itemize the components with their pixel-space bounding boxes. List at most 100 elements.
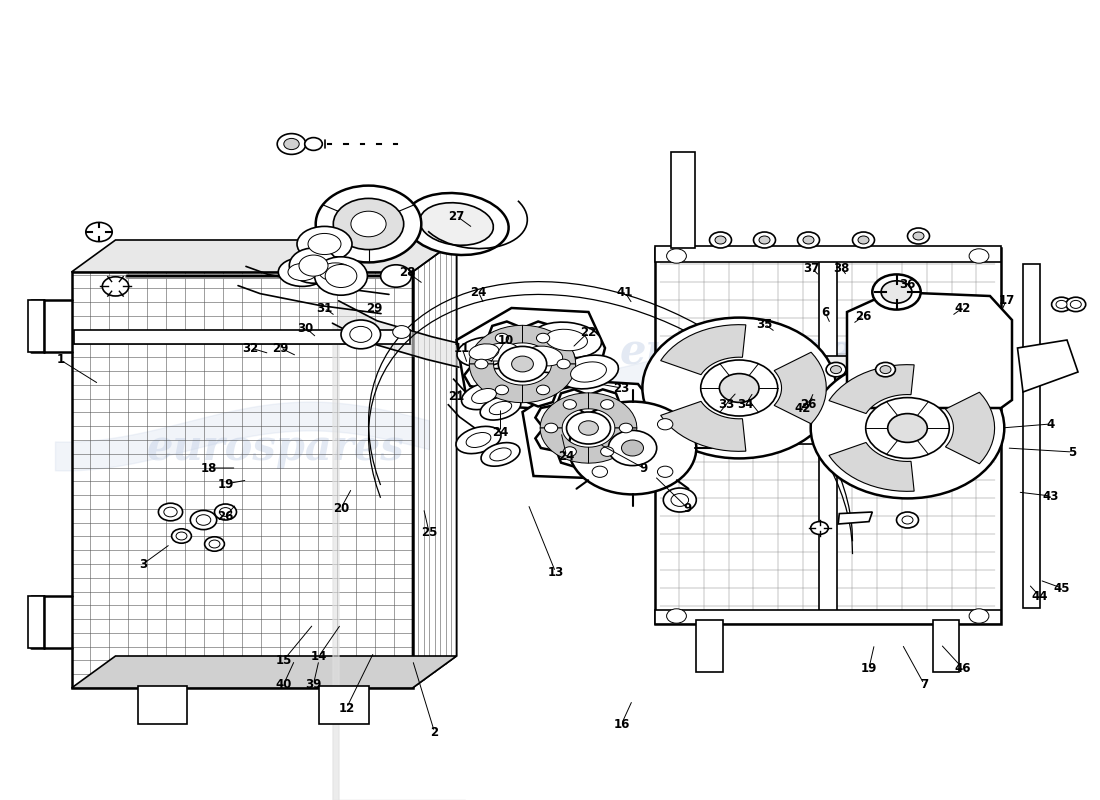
Ellipse shape [481, 396, 520, 420]
Circle shape [205, 537, 224, 551]
Circle shape [872, 274, 921, 310]
Circle shape [601, 400, 614, 410]
Polygon shape [774, 352, 826, 424]
Text: 19: 19 [861, 662, 877, 674]
Ellipse shape [419, 202, 494, 246]
Circle shape [913, 232, 924, 240]
Polygon shape [814, 356, 935, 384]
Text: 18: 18 [201, 462, 217, 474]
Bar [28, 596, 44, 648]
Bar [28, 300, 44, 352]
Circle shape [537, 385, 550, 394]
Circle shape [299, 255, 328, 276]
Bar [933, 620, 959, 672]
Bar [654, 246, 1001, 262]
Ellipse shape [472, 389, 496, 403]
Circle shape [315, 257, 367, 295]
Polygon shape [540, 428, 589, 463]
Ellipse shape [405, 193, 508, 255]
Circle shape [710, 232, 732, 248]
Text: 9: 9 [683, 502, 692, 514]
Circle shape [658, 466, 673, 478]
Polygon shape [536, 390, 641, 466]
Circle shape [621, 440, 643, 456]
Circle shape [475, 359, 488, 369]
Circle shape [754, 232, 776, 248]
Text: 24: 24 [559, 450, 574, 462]
Circle shape [798, 232, 820, 248]
Circle shape [715, 236, 726, 244]
Polygon shape [588, 393, 637, 428]
Text: 37: 37 [804, 262, 820, 274]
Circle shape [102, 277, 129, 296]
Text: 4: 4 [1046, 418, 1055, 430]
Circle shape [1056, 301, 1067, 309]
Circle shape [350, 326, 372, 342]
Text: 22: 22 [581, 326, 596, 338]
Circle shape [876, 362, 895, 377]
Text: 44: 44 [1032, 590, 1047, 602]
Circle shape [289, 248, 338, 283]
Ellipse shape [278, 258, 327, 286]
Text: 16: 16 [614, 718, 629, 730]
Ellipse shape [297, 226, 352, 262]
Circle shape [569, 402, 696, 494]
Bar [72, 272, 412, 688]
Text: 26: 26 [856, 310, 871, 322]
Ellipse shape [469, 335, 532, 369]
Ellipse shape [571, 362, 606, 382]
Polygon shape [847, 292, 1012, 408]
Circle shape [220, 508, 232, 517]
Text: 14: 14 [311, 650, 327, 662]
Text: 46: 46 [955, 662, 970, 674]
Text: 5: 5 [1068, 446, 1077, 458]
Text: 39: 39 [306, 678, 321, 690]
Circle shape [826, 362, 846, 377]
Bar [654, 248, 1001, 624]
Circle shape [601, 446, 614, 456]
Text: 12: 12 [339, 702, 354, 714]
Text: 32: 32 [243, 342, 258, 354]
Circle shape [811, 358, 1004, 498]
Text: 33: 33 [718, 398, 734, 410]
Polygon shape [661, 402, 746, 451]
Circle shape [592, 418, 607, 430]
Circle shape [881, 281, 912, 303]
Text: eurospares: eurospares [619, 331, 877, 373]
Circle shape [164, 507, 177, 517]
Circle shape [858, 236, 869, 244]
Text: 24: 24 [471, 286, 486, 298]
Circle shape [158, 503, 183, 521]
Circle shape [880, 366, 891, 374]
Ellipse shape [308, 257, 363, 287]
Ellipse shape [319, 263, 352, 281]
Text: 20: 20 [333, 502, 349, 514]
Bar [319, 686, 369, 724]
Bar [671, 152, 695, 248]
Circle shape [1070, 301, 1081, 309]
Polygon shape [838, 512, 872, 524]
Bar [654, 610, 1001, 624]
Circle shape [214, 504, 236, 520]
Circle shape [908, 228, 930, 244]
Text: 30: 30 [298, 322, 314, 334]
Circle shape [316, 186, 421, 262]
Polygon shape [1018, 340, 1078, 392]
Circle shape [803, 236, 814, 244]
Ellipse shape [526, 346, 563, 366]
Ellipse shape [288, 263, 317, 281]
Circle shape [701, 360, 778, 416]
Text: 27: 27 [449, 210, 464, 222]
Text: 29: 29 [273, 342, 288, 354]
Bar [696, 620, 723, 672]
Circle shape [190, 510, 217, 530]
Circle shape [608, 430, 657, 466]
Bar [654, 428, 1001, 444]
Ellipse shape [506, 347, 539, 365]
Text: 43: 43 [1043, 490, 1058, 502]
Polygon shape [522, 326, 575, 364]
Circle shape [759, 236, 770, 244]
Ellipse shape [483, 343, 518, 361]
Text: 9: 9 [639, 462, 648, 474]
Text: 3: 3 [139, 558, 147, 570]
